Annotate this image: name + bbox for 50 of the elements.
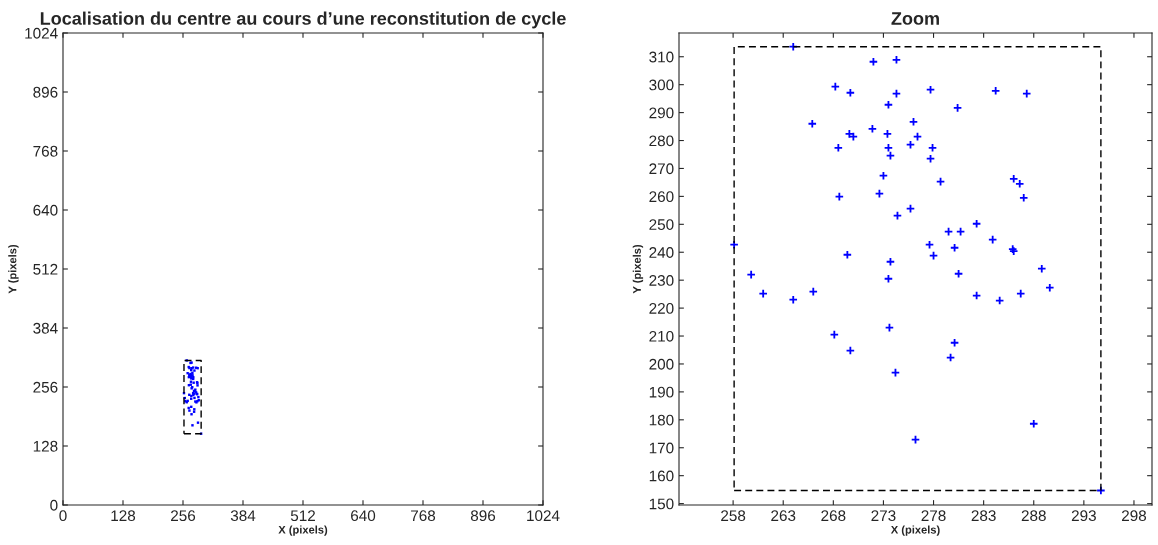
x-tick-label: 512	[290, 510, 315, 522]
x-tick-label: 384	[230, 510, 256, 522]
y-tick-label: 250	[649, 219, 674, 230]
x-axis-title: X (pixels)	[890, 525, 940, 536]
y-tick-label: 300	[649, 79, 674, 91]
y-tick-label: 220	[649, 302, 674, 314]
x-tick-label: 283	[971, 510, 996, 522]
y-tick-label: 210	[649, 330, 674, 342]
y-tick-label: 160	[649, 470, 674, 482]
x-tick-label: 278	[921, 510, 946, 522]
chart-title: Localisation du centre au cours d’une reconstitution de cycle	[40, 11, 566, 29]
y-tick-label: 640	[33, 204, 58, 216]
x-tick-label: 0	[59, 510, 67, 522]
y-axis-title: Y (pixels)	[632, 244, 644, 294]
x-tick-label: 768	[411, 510, 436, 522]
y-tick-label: 128	[33, 440, 58, 452]
y-tick-label: 896	[33, 86, 58, 98]
x-tick-label: 263	[771, 510, 796, 522]
x-axis-title: X (pixels)	[278, 525, 328, 536]
x-tick-label: 896	[470, 510, 496, 522]
y-tick-label: 170	[649, 442, 674, 454]
y-tick-label: 190	[649, 386, 674, 398]
y-tick-label: 280	[649, 135, 674, 147]
x-tick-label: 128	[111, 510, 136, 522]
x-tick-label: 256	[171, 510, 196, 522]
y-tick-label: 240	[649, 247, 674, 258]
y-axis-title: Y (pixels)	[8, 244, 19, 294]
x-tick-label: 258	[721, 510, 746, 522]
y-tick-label: 290	[649, 107, 674, 119]
y-tick-label: 310	[649, 51, 674, 63]
x-tick-label: 268	[821, 510, 846, 522]
y-tick-label: 256	[33, 381, 58, 393]
y-tick-label: 512	[33, 263, 58, 275]
chart-title: Zoom	[891, 12, 939, 25]
y-tick-label: 0	[50, 499, 58, 511]
y-tick-label: 150	[649, 498, 674, 510]
y-tick-label: 768	[33, 145, 58, 157]
y-tick-label: 384	[33, 322, 58, 334]
x-tick-label: 273	[871, 510, 896, 522]
x-tick-label: 1024	[527, 510, 560, 522]
y-tick-label: 180	[649, 414, 674, 426]
y-tick-label: 200	[649, 358, 674, 370]
y-tick-label: 1024	[25, 27, 58, 39]
x-tick-label: 293	[1071, 510, 1096, 522]
y-tick-label: 230	[649, 275, 674, 286]
x-tick-label: 288	[1021, 510, 1046, 522]
y-tick-label: 260	[649, 191, 674, 203]
x-tick-label: 640	[351, 510, 376, 522]
y-tick-label: 270	[649, 163, 674, 175]
x-tick-label: 298	[1121, 510, 1147, 522]
